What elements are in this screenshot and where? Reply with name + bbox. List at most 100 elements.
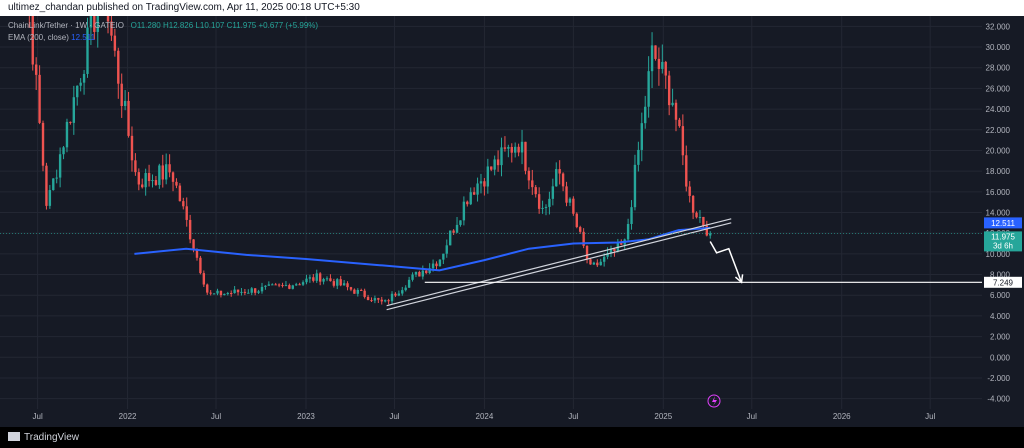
candle-body bbox=[305, 278, 308, 283]
candle bbox=[572, 196, 575, 216]
candle bbox=[637, 141, 640, 172]
candle-body bbox=[34, 64, 38, 75]
candle bbox=[127, 91, 130, 138]
candle-body bbox=[62, 147, 65, 155]
chart-svg[interactable]: 32.000 30.000 28.000 26.000 24.000 22.000 20.0… bbox=[0, 16, 1024, 427]
candle-body bbox=[702, 216, 705, 226]
candle bbox=[483, 178, 486, 196]
candle-body bbox=[667, 75, 671, 106]
y-tick-label: 22.000 bbox=[986, 126, 1011, 135]
candle bbox=[243, 288, 247, 296]
candle-body bbox=[257, 291, 260, 293]
candle bbox=[366, 294, 370, 301]
candle bbox=[322, 277, 325, 285]
candle-body bbox=[185, 206, 188, 220]
candle bbox=[284, 281, 288, 287]
candle-body bbox=[404, 287, 407, 291]
candle-body bbox=[633, 164, 637, 208]
interval-label[interactable]: 1W bbox=[75, 21, 88, 30]
candle bbox=[164, 153, 168, 185]
candle bbox=[667, 70, 671, 116]
exchange-label: GATEIO bbox=[94, 21, 124, 30]
candle-body bbox=[609, 248, 613, 254]
candle-body bbox=[421, 270, 425, 277]
candle-body bbox=[572, 198, 575, 214]
candle bbox=[370, 297, 373, 303]
x-tick-label: Jul bbox=[747, 412, 757, 421]
candle-body bbox=[230, 293, 233, 295]
x-tick-label: Jul bbox=[211, 412, 221, 421]
candle-body bbox=[380, 299, 383, 302]
candle bbox=[45, 162, 48, 210]
candle bbox=[199, 255, 202, 275]
candle bbox=[209, 290, 212, 296]
candle bbox=[513, 142, 517, 158]
candle bbox=[141, 178, 144, 189]
candle-body bbox=[65, 121, 69, 148]
candle-body bbox=[496, 159, 500, 166]
chart-area[interactable]: 32.000 30.000 28.000 26.000 24.000 22.000 20.0… bbox=[0, 16, 1024, 427]
candle bbox=[346, 281, 349, 291]
candle-body bbox=[592, 262, 596, 265]
candle-body bbox=[606, 253, 609, 257]
candle-body bbox=[137, 172, 141, 185]
candle bbox=[34, 57, 38, 91]
candle-body bbox=[383, 300, 387, 302]
candle bbox=[226, 291, 229, 296]
candle-body bbox=[346, 283, 349, 288]
bolt-icon[interactable] bbox=[707, 394, 721, 408]
candle-body bbox=[192, 239, 195, 250]
candle bbox=[596, 259, 599, 268]
x-tick-label: 2022 bbox=[119, 412, 137, 421]
candle-body bbox=[281, 285, 284, 287]
candle-body bbox=[253, 288, 257, 293]
candle bbox=[657, 47, 661, 86]
candle bbox=[640, 112, 643, 162]
candle bbox=[421, 265, 425, 280]
candle-body bbox=[295, 284, 298, 286]
candle-body bbox=[674, 102, 678, 120]
candle-body bbox=[377, 298, 380, 300]
candle bbox=[647, 56, 650, 118]
candle bbox=[579, 225, 582, 234]
y-tick-label: 18.000 bbox=[986, 167, 1011, 176]
candle bbox=[555, 162, 558, 187]
symbol-name[interactable]: ChainLink/Tether bbox=[8, 21, 69, 30]
candle bbox=[688, 181, 691, 203]
candle bbox=[377, 297, 380, 304]
grid bbox=[0, 16, 982, 409]
candle-body bbox=[664, 61, 667, 76]
candle-body bbox=[79, 82, 82, 86]
candle-body bbox=[568, 198, 572, 203]
candle-body bbox=[325, 278, 329, 280]
candle-body bbox=[288, 285, 291, 289]
candle-body bbox=[589, 259, 592, 265]
candle-body bbox=[171, 172, 175, 182]
candle-body bbox=[637, 149, 640, 165]
x-tick-label: 2026 bbox=[833, 412, 851, 421]
y-tick-label: 10.000 bbox=[986, 250, 1011, 259]
candle bbox=[609, 245, 613, 258]
candle-body bbox=[301, 282, 305, 285]
candle bbox=[664, 60, 667, 89]
candle-body bbox=[459, 220, 462, 225]
candle-body bbox=[695, 212, 698, 218]
ema-row: EMA (200, close) 12.511 bbox=[8, 32, 318, 44]
candle bbox=[305, 274, 308, 285]
candle-body bbox=[520, 141, 524, 153]
candle bbox=[407, 276, 411, 289]
candle bbox=[565, 181, 568, 207]
ema-layer bbox=[134, 226, 711, 272]
candle bbox=[82, 70, 86, 95]
candle-body bbox=[76, 85, 79, 98]
candle bbox=[626, 218, 630, 241]
candle bbox=[380, 296, 383, 305]
candle-body bbox=[401, 290, 404, 294]
candle-body bbox=[31, 16, 34, 65]
candle-body bbox=[123, 100, 127, 107]
candle bbox=[206, 283, 209, 295]
ema-price-label: 12.511 bbox=[991, 219, 1015, 228]
candle bbox=[589, 258, 592, 265]
ema-label[interactable]: EMA (200, close) bbox=[8, 33, 69, 42]
y-tick-label: -4.000 bbox=[987, 395, 1010, 404]
